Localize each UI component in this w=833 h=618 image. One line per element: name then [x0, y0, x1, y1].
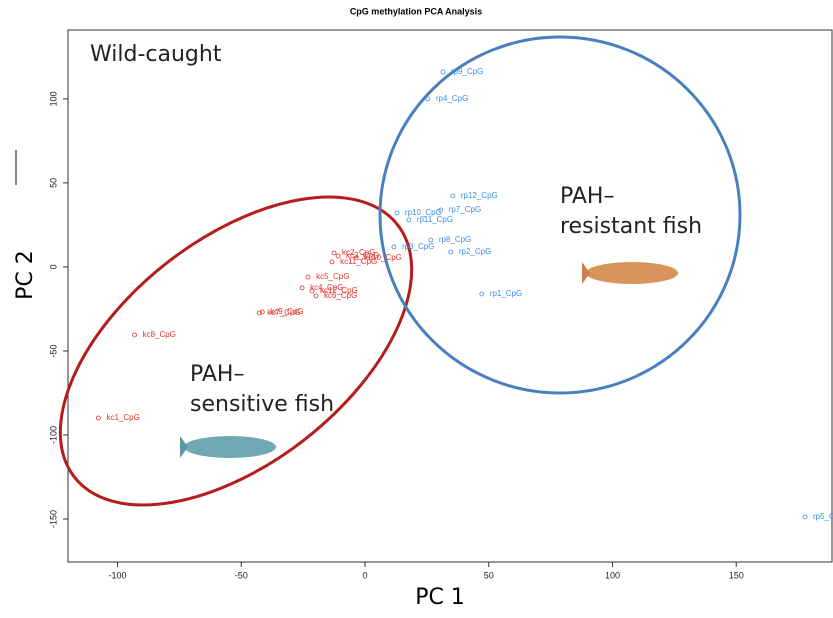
- point-label: kc9_CpG: [270, 307, 303, 316]
- point-label: rp3_CpG: [402, 242, 434, 251]
- annotation: PAH–: [190, 362, 244, 387]
- point: [306, 275, 310, 279]
- point: [133, 333, 137, 337]
- y-tick-label: -150: [48, 510, 58, 528]
- point: [395, 211, 399, 215]
- point-label: rp2_CpG: [459, 247, 491, 256]
- point-label: kc1_CpG: [106, 413, 139, 422]
- x-tick-label: 50: [484, 570, 494, 580]
- x-tick-label: 0: [362, 570, 367, 580]
- y-tick-label: 0: [48, 264, 58, 269]
- point: [480, 292, 484, 296]
- point: [314, 294, 318, 298]
- chart-title: CpG methylation PCA Analysis: [350, 6, 482, 16]
- y-tick-label: -50: [48, 344, 58, 357]
- group-ellipse: [6, 137, 467, 566]
- x-tick-label: 150: [729, 570, 744, 580]
- point-label: rp9_CpG: [451, 67, 483, 76]
- x-tick-label: -50: [235, 570, 248, 580]
- x-tick-label: -100: [108, 570, 126, 580]
- point: [96, 416, 100, 420]
- point: [441, 70, 445, 74]
- point: [407, 218, 411, 222]
- point-label: rp1_CpG: [490, 289, 522, 298]
- fish-icon: [180, 262, 678, 458]
- x-tick-label: 100: [605, 570, 620, 580]
- point: [449, 250, 453, 254]
- annotation: resistant fish: [560, 214, 702, 239]
- chart: CpG methylation PCA Analysis PC 1 PC 2 -…: [0, 0, 833, 613]
- point-label: kc5_CpG: [316, 272, 349, 281]
- point: [392, 245, 396, 249]
- point: [426, 97, 430, 101]
- point-label: rp5_CpG: [813, 512, 833, 521]
- point-label: kc12_CpG: [320, 286, 358, 295]
- annotation: sensitive fish: [190, 392, 334, 417]
- point: [300, 286, 304, 290]
- point-label: rp7_CpG: [449, 205, 481, 214]
- y-axis-label: PC 2: [13, 250, 38, 300]
- point-label: rp12_CpG: [461, 191, 498, 200]
- point: [332, 251, 336, 255]
- y-tick-label: -100: [48, 426, 58, 444]
- annotation: Wild-caught: [90, 42, 222, 67]
- y-tick-label: 100: [48, 91, 58, 106]
- y-tick-label: 50: [48, 178, 58, 188]
- plot-frame: [68, 30, 832, 562]
- annotation: PAH–: [560, 184, 614, 209]
- point: [451, 194, 455, 198]
- point-label: rp4_CpG: [436, 94, 468, 103]
- point-label: rp8_CpG: [439, 235, 471, 244]
- point: [330, 260, 334, 264]
- point-label: rp11_CpG: [417, 215, 453, 224]
- point-label: kc8_CpG: [143, 330, 176, 339]
- point-label: kc3_CpG: [346, 251, 379, 260]
- x-axis-label: PC 1: [415, 585, 465, 610]
- point: [803, 515, 807, 519]
